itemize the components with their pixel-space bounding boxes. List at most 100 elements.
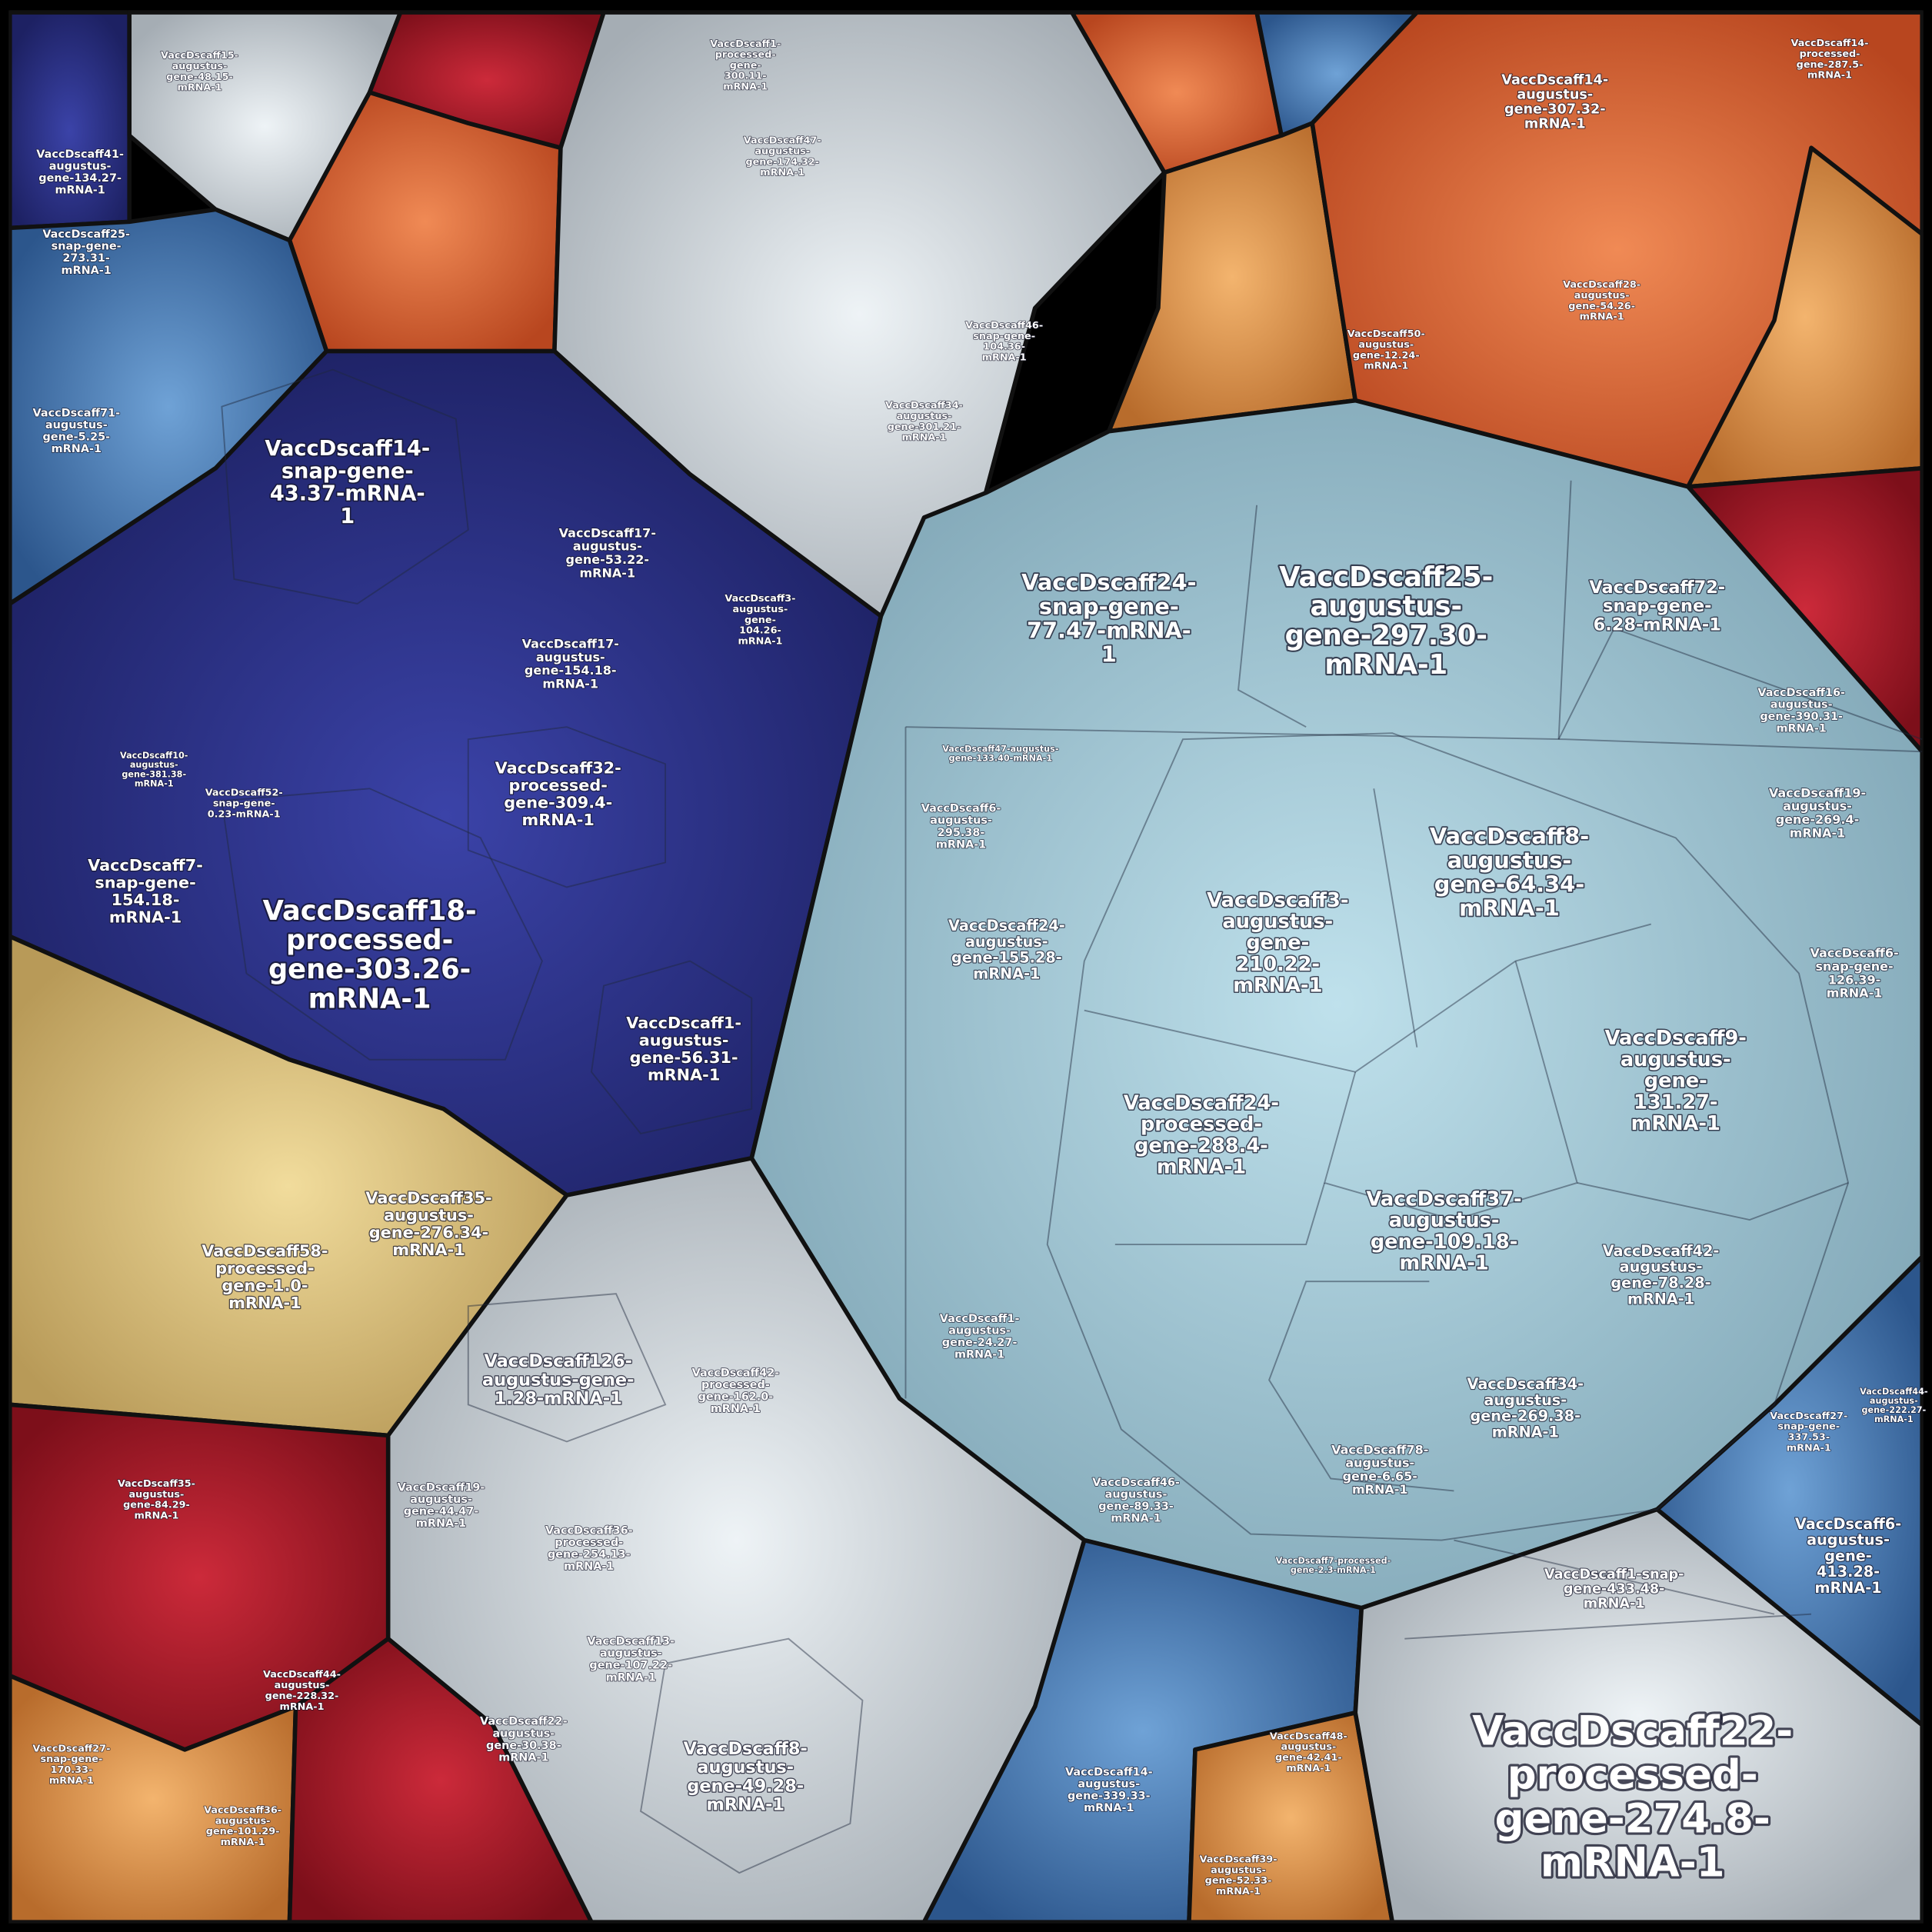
label-line: augustus- [384,1206,474,1224]
label-line: 131.27- [1634,1091,1718,1114]
label-line: VaccDscaff14- [1501,72,1608,88]
label-line: 104.36- [983,341,1025,352]
label-line: 0.23-mRNA-1 [208,808,281,820]
cell-label: VaccDscaff1-augustus-gene-56.31-mRNA-1 [626,1014,741,1084]
label-line: VaccDscaff22- [1472,1707,1793,1754]
label-line: snap-gene- [213,798,275,809]
cell-label: VaccDscaff24-snap-gene-77.47-mRNA-1 [1021,569,1196,667]
label-line: mRNA-1 [1286,1762,1331,1774]
label-line: gene-154.18- [525,663,617,678]
label-line: gene-254.13- [548,1549,631,1561]
label-line: VaccDscaff36- [204,1804,281,1816]
label-line: augustus- [130,760,178,770]
cell-label: VaccDscaff25-augustus-gene-297.30-mRNA-1 [1279,561,1493,681]
sub-cell [467,726,667,888]
sub-line [1324,961,1578,1221]
cell-label: VaccDscaff42-augustus-gene-78.28-mRNA-1 [1603,1241,1720,1307]
label-line: VaccDscaff50- [1347,328,1425,340]
sub-line [1404,1613,1812,1640]
label-line: mRNA-1 [936,838,986,851]
label-line: augustus- [1484,1391,1567,1408]
label-line: VaccDscaff78- [1331,1442,1428,1457]
sub-cells [221,368,1923,1874]
cell-label: VaccDscaff41-augustus-gene-134.27-mRNA-1 [36,148,124,197]
label-line: gene-155.28- [951,948,1062,966]
label-line: mRNA-1 [648,1066,720,1084]
sub-cell [640,1637,864,1874]
cell-label: VaccDscaff28-augustus-gene-54.26-mRNA-1 [1563,279,1641,323]
label-line: mRNA-1 [954,1349,1004,1361]
label-line: VaccDscaff7-processed- [1276,1556,1391,1566]
label-line: gene-390.31- [1760,711,1843,723]
label-line: VaccDscaff58- [202,1242,328,1261]
cell-label: VaccDscaff15-augustus-gene-48.15-mRNA-1 [161,50,238,94]
label-line: 170.33- [51,1764,93,1776]
label-line: VaccDscaff1-snap- [1544,1567,1684,1583]
label-line: 210.22- [1236,953,1321,976]
label-line: VaccDscaff44- [263,1669,341,1681]
label-line: gene-301.21- [888,421,961,432]
label-line: augustus- [1574,289,1630,301]
label-line: mRNA-1 [1216,1886,1261,1897]
cell-label: VaccDscaff16-augustus-gene-390.31-mRNA-1 [1757,687,1845,735]
label-line: VaccDscaff47-augustus- [942,744,1059,754]
label-line: augustus- [410,1494,472,1506]
label-line: gene-44.47- [404,1505,479,1517]
label-line: processed- [555,1537,623,1549]
label-line: augustus- [1222,910,1333,933]
label-line: 104.26- [739,625,781,636]
label-line: augustus- [1345,1455,1414,1470]
label-line: gene-64.34- [1434,871,1584,897]
label-line: mRNA-1 [522,811,595,829]
label-line: VaccDscaff8- [1430,823,1589,849]
label-line: 77.47-mRNA- [1027,617,1191,643]
label-line: VaccDscaff27- [1770,1410,1847,1421]
label-line: processed- [701,1379,770,1391]
label-line: VaccDscaff1- [710,38,781,50]
cell-label: VaccDscaff10-augustus-gene-381.38-mRNA-1 [120,751,188,788]
label-line: snap-gene- [52,241,122,253]
label-line: VaccDscaff24- [1021,569,1196,595]
label-line: VaccDscaff24- [948,917,1065,934]
label-line: VaccDscaff18- [263,895,477,927]
sub-line [1454,1539,1775,1615]
label-line: VaccDscaff46- [1092,1477,1180,1489]
label-line: mRNA-1 [61,265,111,277]
label-line: mRNA-1 [606,1671,656,1684]
label-line: augustus- [573,538,642,553]
label-line: mRNA-1 [109,908,182,927]
cell-label: VaccDscaff19-augustus-gene-44.47-mRNA-1 [398,1481,485,1530]
label-line: mRNA-1 [711,1403,761,1415]
label-line: mRNA-1 [1790,825,1846,840]
label-line: augustus- [129,1488,185,1500]
label-line: 413.28- [1817,1563,1880,1581]
label-line: gene-6.65- [1343,1468,1417,1483]
label-line: VaccDscaff52- [205,787,283,798]
cell-label: VaccDscaff34-augustus-gene-269.38-mRNA-1 [1467,1374,1584,1440]
label-line: 1 [340,505,355,528]
label-line: augustus- [897,410,952,421]
label-line: VaccDscaff14- [1065,1766,1153,1778]
label-line: mRNA-1 [564,1561,614,1573]
cell-label: VaccDscaff8-augustus-gene-49.28-mRNA-1 [684,1738,808,1814]
label-line: VaccDscaff17- [559,525,656,540]
label-line: augustus- [1621,1048,1731,1071]
cell-label: VaccDscaff42-processed-gene-162.0-mRNA-1 [692,1367,780,1415]
label-line: gene-287.5- [1797,58,1864,70]
label-line: gene- [1644,1070,1707,1093]
label-line: snap-gene- [1603,596,1711,616]
label-line: VaccDscaff14- [1791,38,1869,49]
label-line: mRNA-1 [1157,1156,1246,1179]
sub-line [1114,1182,1326,1246]
label-line: VaccDscaff8- [684,1738,808,1758]
cell-label: VaccDscaff22-augustus-gene-30.38-mRNA-1 [480,1716,568,1764]
label-line: VaccDscaff19- [1769,785,1866,800]
cell-label: VaccDscaff37-augustus-gene-109.18-mRNA-1 [1367,1188,1522,1275]
cell-label: VaccDscaff72-snap-gene-6.28-mRNA-1 [1589,577,1725,634]
label-line: gene-162.0- [698,1391,774,1403]
label-line: gene-228.32- [265,1690,339,1701]
label-line: augustus- [697,1757,794,1777]
label-line: gene-269.38- [1471,1407,1581,1424]
label-line: VaccDscaff13- [587,1636,675,1648]
